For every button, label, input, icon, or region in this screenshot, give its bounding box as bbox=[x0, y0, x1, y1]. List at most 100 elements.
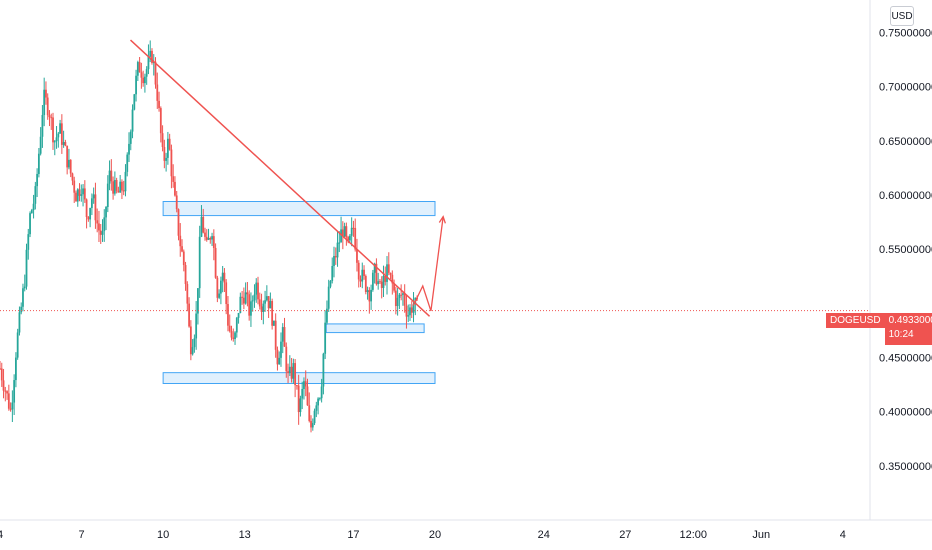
candle-body bbox=[331, 265, 334, 281]
candle-body bbox=[389, 272, 392, 275]
candle-body bbox=[122, 190, 125, 192]
candle-body bbox=[64, 142, 67, 146]
candle-body bbox=[90, 198, 93, 209]
candle-body bbox=[99, 230, 102, 235]
candle-body bbox=[20, 306, 23, 313]
candle-body bbox=[357, 262, 360, 280]
candle-body bbox=[412, 304, 415, 313]
candle-body bbox=[18, 312, 21, 333]
candle-body bbox=[108, 170, 111, 184]
candle-body bbox=[311, 423, 314, 428]
candle-body bbox=[341, 229, 344, 237]
y-tick-label: 0.60000000 bbox=[879, 190, 932, 202]
time-axis[interactable]: 4 7 10 13 17 20 24 27 12:00 Jun 4 bbox=[0, 529, 846, 541]
candle-body bbox=[257, 282, 259, 300]
candle-body bbox=[384, 275, 387, 282]
candle-body bbox=[57, 133, 60, 138]
candle-body bbox=[129, 131, 132, 144]
candle-body bbox=[409, 307, 411, 316]
candle-body bbox=[45, 89, 47, 98]
candle-body bbox=[336, 242, 339, 258]
candle-body bbox=[112, 181, 114, 194]
candle-body bbox=[158, 100, 160, 109]
candle-body bbox=[149, 50, 152, 57]
candle-body bbox=[32, 203, 35, 211]
x-tick-label: 4 bbox=[840, 529, 846, 541]
candle-body bbox=[15, 357, 17, 381]
candle-body bbox=[82, 188, 84, 195]
candle-body bbox=[55, 137, 58, 142]
candle-body bbox=[393, 283, 395, 291]
candle-body bbox=[371, 272, 374, 290]
candle-body bbox=[131, 109, 134, 132]
candle-body bbox=[124, 171, 127, 192]
candle-body bbox=[195, 313, 198, 339]
candle-body bbox=[274, 320, 277, 350]
candle-body bbox=[297, 385, 300, 413]
candle-body bbox=[280, 341, 282, 358]
candle-body bbox=[98, 223, 100, 231]
candle-body bbox=[387, 264, 390, 273]
candle-body bbox=[161, 133, 164, 147]
candle-body bbox=[87, 216, 90, 220]
candle-body bbox=[198, 236, 201, 289]
candle-body bbox=[193, 338, 196, 348]
candle-body bbox=[221, 272, 224, 281]
candle-body bbox=[69, 159, 72, 174]
x-tick-label: 27 bbox=[619, 529, 631, 541]
candle-body bbox=[101, 231, 104, 235]
candle-body bbox=[29, 213, 31, 235]
candle-body bbox=[43, 89, 46, 115]
candle-body bbox=[46, 97, 49, 116]
candle-body bbox=[211, 236, 213, 240]
candle-body bbox=[244, 292, 247, 304]
candle-body bbox=[410, 307, 413, 313]
candle-body bbox=[299, 398, 302, 413]
candle-body bbox=[73, 180, 76, 193]
candle-body bbox=[361, 269, 364, 282]
zone-box bbox=[162, 201, 436, 217]
candle-body bbox=[237, 312, 240, 318]
candles-layer bbox=[0, 40, 418, 433]
candle-body bbox=[113, 180, 116, 194]
candle-body bbox=[235, 317, 238, 333]
candle-body bbox=[306, 386, 309, 406]
candle-body bbox=[133, 94, 136, 110]
candle-body bbox=[184, 265, 187, 285]
candle-body bbox=[313, 410, 316, 424]
candle-body bbox=[83, 188, 86, 200]
candle-body bbox=[138, 62, 141, 73]
candle-body bbox=[310, 420, 312, 428]
candle-body bbox=[41, 114, 44, 137]
candle-body bbox=[246, 292, 249, 295]
candle-body bbox=[276, 349, 279, 365]
candle-body bbox=[334, 255, 337, 258]
candle-body bbox=[106, 183, 109, 207]
candle-body bbox=[144, 76, 146, 84]
candle-body bbox=[27, 234, 30, 250]
candle-body bbox=[39, 136, 42, 154]
candle-body bbox=[398, 294, 401, 298]
candle-body bbox=[373, 263, 376, 273]
candle-body bbox=[368, 290, 371, 302]
price-axis[interactable]: 0.75000000 0.70000000 0.65000000 0.60000000… bbox=[879, 28, 932, 473]
candle-body bbox=[239, 296, 242, 313]
candle-body bbox=[329, 280, 332, 287]
candle-body bbox=[53, 141, 56, 143]
candle-body bbox=[317, 398, 319, 406]
y-tick-label: 0.55000000 bbox=[879, 244, 932, 256]
currency-label[interactable]: USD bbox=[890, 6, 914, 26]
candle-body bbox=[174, 181, 176, 196]
candle-body bbox=[318, 398, 321, 400]
candle-body bbox=[248, 294, 251, 316]
candle-body bbox=[287, 371, 289, 374]
candle-body bbox=[273, 320, 275, 326]
zone-box bbox=[325, 323, 425, 334]
candle-body bbox=[241, 296, 244, 298]
candle-body bbox=[60, 123, 63, 145]
candle-body bbox=[352, 227, 355, 229]
candle-body bbox=[363, 269, 365, 276]
candle-body bbox=[347, 237, 350, 241]
candle-body bbox=[96, 220, 99, 224]
